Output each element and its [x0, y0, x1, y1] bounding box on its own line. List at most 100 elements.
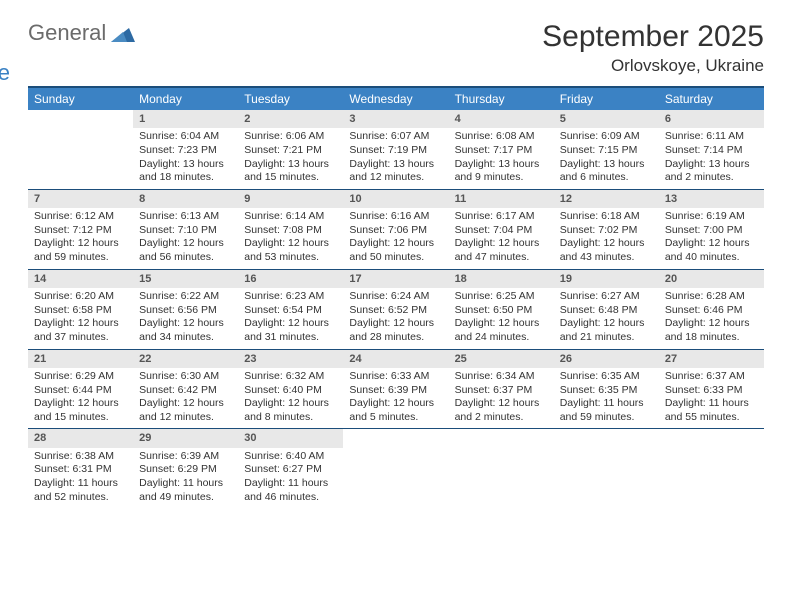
- day-body: Sunrise: 6:18 AMSunset: 7:02 PMDaylight:…: [554, 208, 659, 269]
- daylight-text: Daylight: 12 hours and 59 minutes.: [34, 237, 127, 264]
- sunrise-text: Sunrise: 6:39 AM: [139, 450, 232, 464]
- day-header-cell: Saturday: [659, 88, 764, 110]
- day-number: 24: [343, 350, 448, 368]
- week-row: 7Sunrise: 6:12 AMSunset: 7:12 PMDaylight…: [28, 190, 764, 270]
- daylight-text: Daylight: 12 hours and 12 minutes.: [139, 397, 232, 424]
- day-number: [554, 429, 659, 447]
- daylight-text: Daylight: 11 hours and 55 minutes.: [665, 397, 758, 424]
- day-number: 21: [28, 350, 133, 368]
- sunrise-text: Sunrise: 6:40 AM: [244, 450, 337, 464]
- day-cell: 8Sunrise: 6:13 AMSunset: 7:10 PMDaylight…: [133, 190, 238, 269]
- empty-cell: [343, 429, 448, 508]
- calendar-page: General Blue September 2025 Orlovskoye, …: [0, 0, 792, 528]
- daylight-text: Daylight: 11 hours and 52 minutes.: [34, 477, 127, 504]
- sunset-text: Sunset: 7:17 PM: [455, 144, 548, 158]
- sunrise-text: Sunrise: 6:13 AM: [139, 210, 232, 224]
- day-number: [449, 429, 554, 447]
- day-cell: 1Sunrise: 6:04 AMSunset: 7:23 PMDaylight…: [133, 110, 238, 189]
- day-cell: 30Sunrise: 6:40 AMSunset: 6:27 PMDayligh…: [238, 429, 343, 508]
- day-cell: 21Sunrise: 6:29 AMSunset: 6:44 PMDayligh…: [28, 350, 133, 429]
- daylight-text: Daylight: 11 hours and 46 minutes.: [244, 477, 337, 504]
- day-number: [659, 429, 764, 447]
- day-header-row: SundayMondayTuesdayWednesdayThursdayFrid…: [28, 88, 764, 110]
- sunset-text: Sunset: 7:12 PM: [34, 224, 127, 238]
- sunrise-text: Sunrise: 6:06 AM: [244, 130, 337, 144]
- day-number: 10: [343, 190, 448, 208]
- sunset-text: Sunset: 6:44 PM: [34, 384, 127, 398]
- day-body: Sunrise: 6:29 AMSunset: 6:44 PMDaylight:…: [28, 368, 133, 429]
- daylight-text: Daylight: 13 hours and 18 minutes.: [139, 158, 232, 185]
- day-header-cell: Thursday: [449, 88, 554, 110]
- sunset-text: Sunset: 7:21 PM: [244, 144, 337, 158]
- day-cell: 26Sunrise: 6:35 AMSunset: 6:35 PMDayligh…: [554, 350, 659, 429]
- day-number: 29: [133, 429, 238, 447]
- sunset-text: Sunset: 7:14 PM: [665, 144, 758, 158]
- daylight-text: Daylight: 13 hours and 12 minutes.: [349, 158, 442, 185]
- day-body: Sunrise: 6:32 AMSunset: 6:40 PMDaylight:…: [238, 368, 343, 429]
- day-body: Sunrise: 6:17 AMSunset: 7:04 PMDaylight:…: [449, 208, 554, 269]
- day-body: Sunrise: 6:28 AMSunset: 6:46 PMDaylight:…: [659, 288, 764, 349]
- sunset-text: Sunset: 6:40 PM: [244, 384, 337, 398]
- empty-cell: [28, 110, 133, 189]
- day-number: 23: [238, 350, 343, 368]
- day-header-cell: Monday: [133, 88, 238, 110]
- day-body: Sunrise: 6:40 AMSunset: 6:27 PMDaylight:…: [238, 448, 343, 509]
- day-number: 6: [659, 110, 764, 128]
- sunrise-text: Sunrise: 6:16 AM: [349, 210, 442, 224]
- day-body: Sunrise: 6:12 AMSunset: 7:12 PMDaylight:…: [28, 208, 133, 269]
- day-cell: 17Sunrise: 6:24 AMSunset: 6:52 PMDayligh…: [343, 270, 448, 349]
- day-body: Sunrise: 6:19 AMSunset: 7:00 PMDaylight:…: [659, 208, 764, 269]
- day-cell: 27Sunrise: 6:37 AMSunset: 6:33 PMDayligh…: [659, 350, 764, 429]
- sunrise-text: Sunrise: 6:33 AM: [349, 370, 442, 384]
- sunset-text: Sunset: 6:52 PM: [349, 304, 442, 318]
- sunrise-text: Sunrise: 6:08 AM: [455, 130, 548, 144]
- day-number: 2: [238, 110, 343, 128]
- sunset-text: Sunset: 6:27 PM: [244, 463, 337, 477]
- day-cell: 25Sunrise: 6:34 AMSunset: 6:37 PMDayligh…: [449, 350, 554, 429]
- empty-cell: [449, 429, 554, 508]
- sunrise-text: Sunrise: 6:32 AM: [244, 370, 337, 384]
- daylight-text: Daylight: 12 hours and 47 minutes.: [455, 237, 548, 264]
- day-body: Sunrise: 6:06 AMSunset: 7:21 PMDaylight:…: [238, 128, 343, 189]
- sunset-text: Sunset: 6:42 PM: [139, 384, 232, 398]
- day-body: Sunrise: 6:33 AMSunset: 6:39 PMDaylight:…: [343, 368, 448, 429]
- sunrise-text: Sunrise: 6:24 AM: [349, 290, 442, 304]
- day-body: Sunrise: 6:09 AMSunset: 7:15 PMDaylight:…: [554, 128, 659, 189]
- day-cell: 19Sunrise: 6:27 AMSunset: 6:48 PMDayligh…: [554, 270, 659, 349]
- day-cell: 16Sunrise: 6:23 AMSunset: 6:54 PMDayligh…: [238, 270, 343, 349]
- sunrise-text: Sunrise: 6:37 AM: [665, 370, 758, 384]
- daylight-text: Daylight: 12 hours and 34 minutes.: [139, 317, 232, 344]
- month-title: September 2025: [542, 20, 764, 54]
- day-body: Sunrise: 6:08 AMSunset: 7:17 PMDaylight:…: [449, 128, 554, 189]
- day-cell: 20Sunrise: 6:28 AMSunset: 6:46 PMDayligh…: [659, 270, 764, 349]
- sunset-text: Sunset: 6:58 PM: [34, 304, 127, 318]
- logo: General Blue: [28, 20, 135, 72]
- day-body: Sunrise: 6:04 AMSunset: 7:23 PMDaylight:…: [133, 128, 238, 189]
- daylight-text: Daylight: 12 hours and 40 minutes.: [665, 237, 758, 264]
- sunset-text: Sunset: 6:35 PM: [560, 384, 653, 398]
- day-cell: 14Sunrise: 6:20 AMSunset: 6:58 PMDayligh…: [28, 270, 133, 349]
- sunset-text: Sunset: 6:37 PM: [455, 384, 548, 398]
- sunrise-text: Sunrise: 6:04 AM: [139, 130, 232, 144]
- sunset-text: Sunset: 7:15 PM: [560, 144, 653, 158]
- daylight-text: Daylight: 13 hours and 15 minutes.: [244, 158, 337, 185]
- daylight-text: Daylight: 12 hours and 53 minutes.: [244, 237, 337, 264]
- day-cell: 9Sunrise: 6:14 AMSunset: 7:08 PMDaylight…: [238, 190, 343, 269]
- day-cell: 11Sunrise: 6:17 AMSunset: 7:04 PMDayligh…: [449, 190, 554, 269]
- sunrise-text: Sunrise: 6:14 AM: [244, 210, 337, 224]
- day-number: 17: [343, 270, 448, 288]
- sunrise-text: Sunrise: 6:35 AM: [560, 370, 653, 384]
- logo-triangle-icon: [111, 24, 135, 42]
- sunset-text: Sunset: 6:33 PM: [665, 384, 758, 398]
- day-cell: 29Sunrise: 6:39 AMSunset: 6:29 PMDayligh…: [133, 429, 238, 508]
- day-number: 8: [133, 190, 238, 208]
- sunrise-text: Sunrise: 6:34 AM: [455, 370, 548, 384]
- day-body: Sunrise: 6:07 AMSunset: 7:19 PMDaylight:…: [343, 128, 448, 189]
- day-header-cell: Friday: [554, 88, 659, 110]
- sunrise-text: Sunrise: 6:18 AM: [560, 210, 653, 224]
- day-number: 5: [554, 110, 659, 128]
- daylight-text: Daylight: 12 hours and 2 minutes.: [455, 397, 548, 424]
- sunrise-text: Sunrise: 6:23 AM: [244, 290, 337, 304]
- day-number: 7: [28, 190, 133, 208]
- day-number: [343, 429, 448, 447]
